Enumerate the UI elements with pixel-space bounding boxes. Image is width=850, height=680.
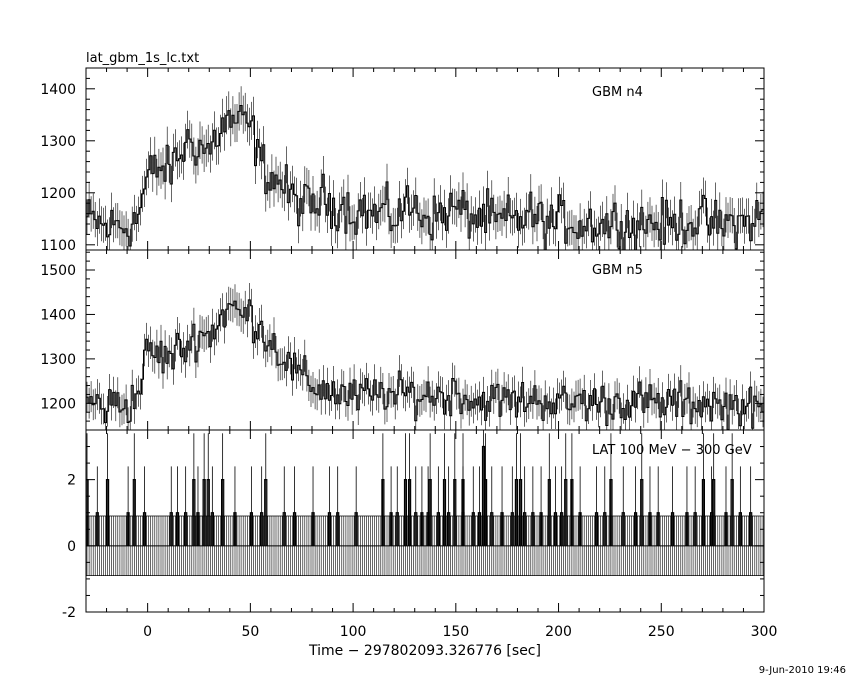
gbm-n5-axes: 1200 1300 1400 1500 <box>40 249 765 431</box>
panel-gbm-n5: 1200 1300 1400 1500 GBM n5 <box>40 249 765 431</box>
light-curve-line <box>86 105 764 250</box>
y-tick-label: 1100 <box>40 238 76 254</box>
y-tick-label: 0 <box>67 539 76 555</box>
x-tick-label: 50 <box>241 624 259 640</box>
x-tick-label: 0 <box>143 624 152 640</box>
y-tick-label: 1300 <box>40 134 76 150</box>
y-tick-label: 1400 <box>40 82 76 98</box>
gbm-n4-panel-label: GBM n4 <box>592 85 643 100</box>
file-title: lat_gbm_1s_lc.txt <box>86 51 199 66</box>
panel-frame <box>85 429 765 613</box>
y-tick-label: 1500 <box>40 263 76 279</box>
y-tick-label: 1400 <box>40 307 76 323</box>
x-axis-label: Time − 297802093.326776 [sec] <box>308 643 541 659</box>
light-curve-clipped <box>86 86 764 250</box>
light-curve-errorbars <box>86 86 764 250</box>
light-curve-errorbars <box>86 283 764 430</box>
lat-panel-label: LAT 100 MeV − 300 GeV <box>592 443 752 458</box>
panel-lat: -2 0 2 LAT 100 MeV − 300 GeV <box>62 429 765 621</box>
y-tick-label: -2 <box>62 605 76 621</box>
y-tick-label: 1200 <box>40 186 76 202</box>
light-curve-line <box>86 299 764 430</box>
lat-clipped <box>86 430 764 576</box>
lat-axes: -2 0 2 <box>62 429 765 621</box>
gbm-n5-panel-label: GBM n5 <box>592 263 643 278</box>
gbm-n4-light-curve <box>86 86 764 250</box>
y-tick-label: 1200 <box>40 396 76 412</box>
y-tick-label: 2 <box>67 473 76 489</box>
x-tick-label: 150 <box>442 624 469 640</box>
x-tick-label: 300 <box>751 624 778 640</box>
x-tick-label: 200 <box>545 624 572 640</box>
y-tick-label: 1300 <box>40 352 76 368</box>
panel-gbm-n4: 1100 1200 1300 1400 GBM n4 <box>40 67 765 254</box>
panel-frame <box>85 67 765 251</box>
x-axis: 0 50 100 150 200 250 300 <box>143 624 777 640</box>
light-curve-clipped <box>86 283 764 430</box>
x-tick-label: 100 <box>340 624 367 640</box>
lat-count-bars <box>86 430 764 576</box>
x-tick-label: 250 <box>648 624 675 640</box>
plot-timestamp: 9-Jun-2010 19:46 <box>759 665 846 676</box>
gbm-n5-light-curve <box>86 283 764 430</box>
